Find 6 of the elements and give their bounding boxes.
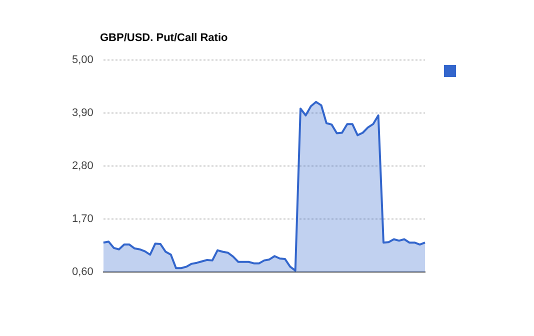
y-tick-label: 2,80 <box>72 160 94 172</box>
chart-title: GBP/USD. Put/Call Ratio <box>100 32 228 44</box>
y-tick-label: 5,00 <box>72 54 94 66</box>
y-tick-label: 3,90 <box>72 107 94 120</box>
y-tick-label: 0,60 <box>72 266 94 278</box>
y-tick-label: 1,70 <box>72 213 94 226</box>
